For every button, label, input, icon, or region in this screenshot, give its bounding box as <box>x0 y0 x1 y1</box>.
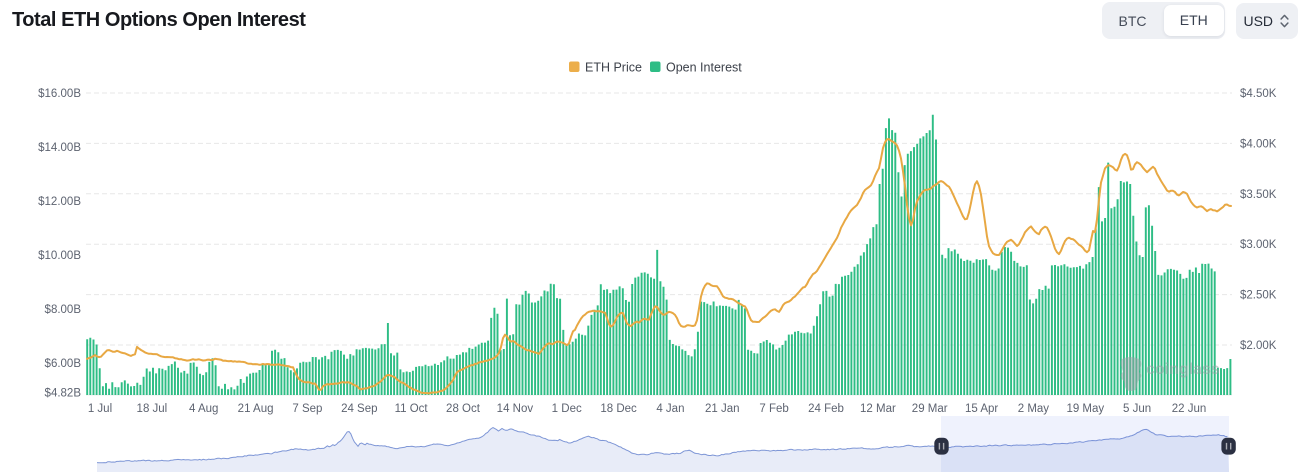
svg-text:22 Jun: 22 Jun <box>1172 403 1207 415</box>
svg-text:$3.00K: $3.00K <box>1240 239 1277 251</box>
svg-text:$4.50K: $4.50K <box>1240 88 1277 100</box>
svg-text:4 Jan: 4 Jan <box>656 403 684 415</box>
svg-text:$2.50K: $2.50K <box>1240 290 1277 302</box>
svg-text:Open Interest: Open Interest <box>666 61 742 75</box>
svg-text:$4.82B: $4.82B <box>45 388 82 400</box>
svg-text:$6.00B: $6.00B <box>45 358 82 370</box>
svg-text:$2.00K: $2.00K <box>1240 340 1277 352</box>
svg-text:11 Oct: 11 Oct <box>395 403 429 415</box>
svg-text:5 Jun: 5 Jun <box>1123 403 1151 415</box>
svg-text:28 Oct: 28 Oct <box>446 403 481 415</box>
svg-text:4 Aug: 4 Aug <box>189 403 218 415</box>
svg-text:7 Sep: 7 Sep <box>292 403 322 415</box>
svg-text:18 Dec: 18 Dec <box>600 403 637 415</box>
svg-text:24 Feb: 24 Feb <box>808 403 844 415</box>
svg-text:19 May: 19 May <box>1066 403 1104 415</box>
svg-text:$4.00K: $4.00K <box>1240 138 1277 150</box>
svg-text:$8.00B: $8.00B <box>45 304 82 316</box>
svg-text:15 Apr: 15 Apr <box>965 403 998 415</box>
svg-text:14 Nov: 14 Nov <box>497 403 534 415</box>
svg-text:18 Jul: 18 Jul <box>137 403 168 415</box>
svg-text:12 Mar: 12 Mar <box>860 403 896 415</box>
svg-text:24 Sep: 24 Sep <box>341 403 377 415</box>
svg-text:1 Dec: 1 Dec <box>552 403 582 415</box>
svg-text:$14.00B: $14.00B <box>38 142 81 154</box>
svg-text:21 Jan: 21 Jan <box>705 403 740 415</box>
svg-text:$3.50K: $3.50K <box>1240 189 1277 201</box>
svg-text:$12.00B: $12.00B <box>38 196 81 208</box>
svg-text:7 Feb: 7 Feb <box>759 403 788 415</box>
svg-text:2 May: 2 May <box>1018 403 1050 415</box>
svg-text:29 Mar: 29 Mar <box>912 403 948 415</box>
svg-text:$16.00B: $16.00B <box>38 88 81 100</box>
svg-text:$10.00B: $10.00B <box>38 250 81 262</box>
svg-text:1 Jul: 1 Jul <box>88 403 112 415</box>
svg-text:21 Aug: 21 Aug <box>238 403 274 415</box>
svg-text:coinglass: coinglass <box>1146 361 1220 378</box>
svg-text:ETH Price: ETH Price <box>585 61 642 75</box>
